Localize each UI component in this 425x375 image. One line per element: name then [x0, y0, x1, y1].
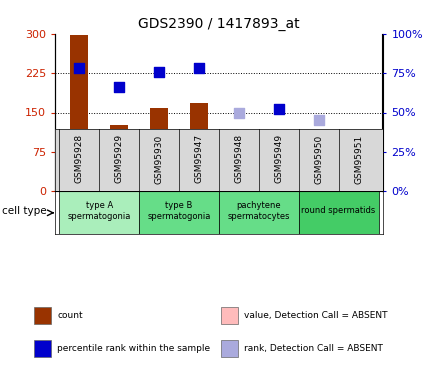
Text: round spermatids: round spermatids [301, 206, 376, 215]
Text: GSM95929: GSM95929 [115, 134, 124, 183]
Bar [219, 191, 299, 234]
Bar [70, 35, 88, 191]
Text: GSM95950: GSM95950 [314, 134, 323, 184]
Point [116, 84, 122, 90]
Bar [150, 108, 168, 191]
Point [275, 106, 282, 112]
Point [156, 69, 162, 75]
Text: GSM95930: GSM95930 [155, 134, 164, 184]
Bar [310, 182, 328, 191]
Bar [59, 191, 139, 234]
Text: rank, Detection Call = ABSENT: rank, Detection Call = ABSENT [244, 344, 383, 353]
Text: GSM95947: GSM95947 [194, 134, 204, 183]
Text: value, Detection Call = ABSENT: value, Detection Call = ABSENT [244, 311, 388, 320]
Bar [350, 180, 368, 191]
Bar [110, 124, 128, 191]
Text: percentile rank within the sample: percentile rank within the sample [57, 344, 210, 353]
Bar [139, 191, 219, 234]
Bar [270, 160, 288, 191]
Point [235, 110, 242, 116]
Text: count: count [57, 311, 83, 320]
Bar [190, 103, 208, 191]
Bar [230, 164, 248, 191]
Text: GSM95928: GSM95928 [75, 134, 84, 183]
Bar [34, 340, 51, 357]
Text: type B
spermatogonia: type B spermatogonia [147, 201, 211, 221]
Point [315, 117, 322, 123]
Text: type A
spermatogonia: type A spermatogonia [68, 201, 131, 221]
Text: pachytene
spermatocytes: pachytene spermatocytes [227, 201, 290, 221]
Text: GSM95949: GSM95949 [274, 134, 283, 183]
Text: GSM95948: GSM95948 [234, 134, 244, 183]
Bar [34, 308, 51, 324]
Point [196, 65, 202, 71]
Text: GSM95951: GSM95951 [354, 134, 363, 184]
Bar [299, 191, 379, 234]
Text: cell type: cell type [2, 206, 47, 216]
Point [355, 146, 362, 152]
Point [76, 65, 82, 71]
Bar [221, 340, 238, 357]
Title: GDS2390 / 1417893_at: GDS2390 / 1417893_at [138, 17, 300, 32]
Bar [221, 308, 238, 324]
